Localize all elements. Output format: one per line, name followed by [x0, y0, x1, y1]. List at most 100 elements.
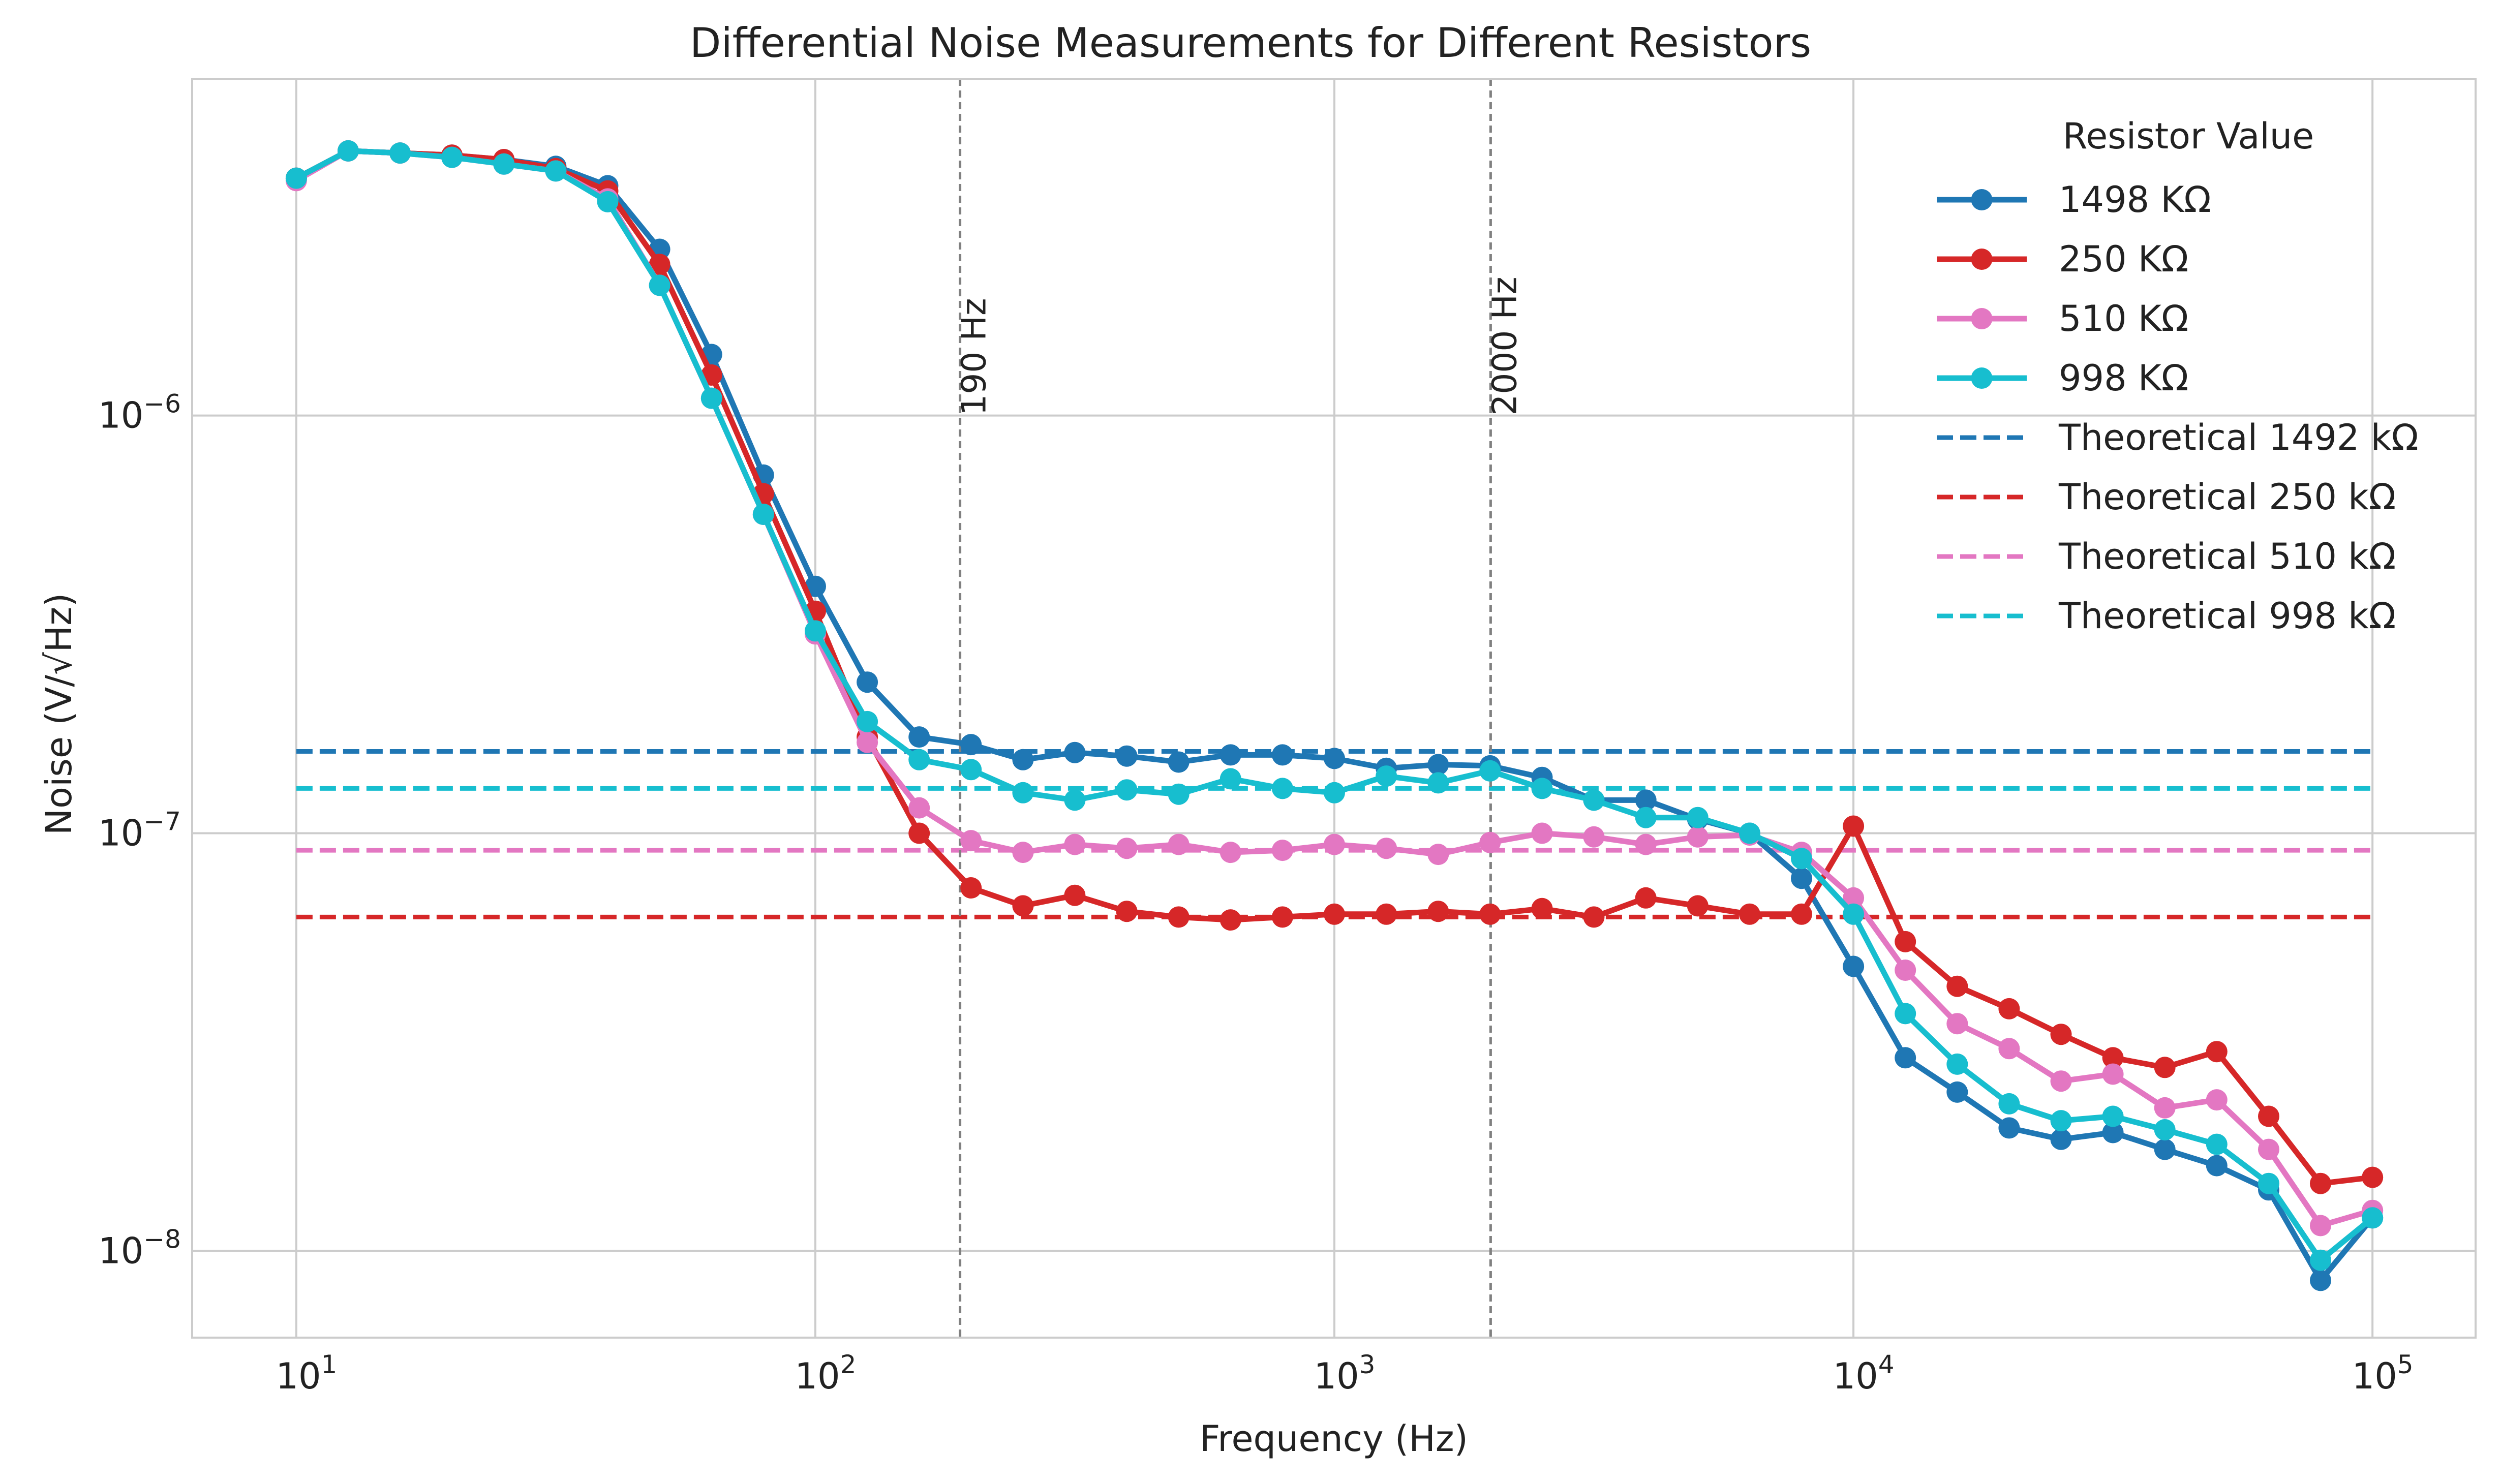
data-point [1064, 884, 1086, 906]
data-point [1895, 1047, 1916, 1069]
data-point [1324, 782, 1345, 803]
x-tick-label: 104 [1833, 1350, 1895, 1397]
data-point [1116, 779, 1138, 801]
x-tick-label-exponent: 5 [2397, 1350, 2414, 1379]
data-point [2102, 1047, 2124, 1069]
data-point [1843, 815, 1865, 837]
legend-entry: 998 KΩ [1937, 357, 2188, 399]
data-point [960, 759, 982, 781]
reference-lines: 190 Hz 2000 Hz [955, 79, 1524, 1338]
data-point [389, 142, 411, 164]
data-series [285, 140, 2384, 1291]
data-point [1271, 778, 1293, 799]
data-point [857, 731, 878, 753]
y-tick-label-exponent: −6 [143, 389, 181, 419]
data-point [2310, 1215, 2331, 1236]
x-tick-label: 103 [1314, 1350, 1376, 1397]
x-tick-label-exponent: 3 [1359, 1350, 1376, 1379]
data-point [1998, 1038, 2020, 1060]
legend-label: 250 KΩ [2059, 238, 2188, 280]
data-point [1324, 903, 1345, 925]
chart-title: Differential Noise Measurements for Diff… [690, 19, 1811, 67]
data-point [1219, 909, 1241, 931]
x-tick-label-base: 10 [795, 1355, 840, 1397]
data-point [1427, 754, 1449, 776]
legend-title: Resistor Value [2063, 115, 2314, 157]
y-tick-label: 10−6 [98, 389, 181, 437]
x-tick-label: 105 [2352, 1350, 2414, 1397]
data-point [338, 140, 359, 162]
reference-line-label: 190 Hz [955, 298, 994, 415]
data-point [1219, 842, 1241, 863]
data-point [700, 387, 722, 409]
data-point [1738, 822, 1760, 844]
legend: Resistor Value 1498 KΩ 250 KΩ 510 KΩ 998 KΩ T… [1937, 115, 2419, 637]
legend-label: Theoretical 1492 kΩ [2058, 417, 2419, 458]
x-axis-ticks: 101 102 103 104 105 [276, 1350, 2413, 1397]
legend-entry: 250 KΩ [1937, 238, 2188, 280]
data-point [1843, 887, 1865, 909]
data-point [752, 504, 774, 525]
y-tick-label-exponent: −7 [143, 807, 181, 836]
data-point [1012, 895, 1034, 917]
x-tick-label-exponent: 1 [321, 1350, 338, 1379]
data-point [908, 749, 930, 770]
data-point [2206, 1089, 2228, 1111]
data-point [1376, 765, 1397, 787]
data-point [1635, 833, 1657, 855]
data-point [1791, 903, 1812, 925]
y-tick-label: 10−7 [98, 807, 181, 854]
data-point [805, 575, 826, 597]
data-point [1376, 838, 1397, 859]
series-group [285, 140, 2384, 1271]
data-point [1012, 842, 1034, 863]
x-tick-label-exponent: 4 [1878, 1350, 1895, 1379]
data-point [1998, 1117, 2020, 1139]
legend-entry: Theoretical 250 kΩ [1937, 476, 2396, 518]
x-tick-label: 102 [795, 1350, 857, 1397]
data-point [960, 877, 982, 899]
data-point [1219, 744, 1241, 766]
data-point [2310, 1270, 2331, 1291]
data-point [1791, 848, 1812, 870]
data-point [2050, 1070, 2072, 1092]
data-point [805, 620, 826, 642]
data-point [1998, 1093, 2020, 1115]
legend-marker [1971, 367, 1993, 389]
data-point [1687, 826, 1709, 848]
data-point [649, 274, 670, 296]
data-point [2310, 1249, 2331, 1271]
data-point [1324, 833, 1345, 855]
data-point [2206, 1133, 2228, 1155]
data-point [1687, 895, 1709, 917]
legend-marker [1971, 308, 1993, 329]
legend-label: 1498 KΩ [2059, 179, 2211, 221]
data-point [1998, 998, 2020, 1019]
data-point [2050, 1128, 2072, 1150]
data-point [1376, 903, 1397, 925]
data-point [1791, 868, 1812, 889]
data-point [1738, 903, 1760, 925]
data-point [1219, 768, 1241, 790]
data-point [857, 671, 878, 693]
legend-entry: 1498 KΩ [1937, 179, 2211, 221]
data-point [1895, 960, 1916, 981]
x-tick-label-base: 10 [1833, 1355, 1878, 1397]
y-tick-label-base: 10 [98, 1230, 143, 1272]
data-point [2102, 1122, 2124, 1143]
data-point [2102, 1105, 2124, 1127]
legend-entry: Theoretical 1492 kΩ [1937, 417, 2419, 458]
y-axis-label: Noise (V/√Hz) [38, 593, 80, 836]
data-point [1946, 1081, 1968, 1103]
data-point [2258, 1172, 2279, 1194]
data-point [493, 153, 515, 175]
data-point [2258, 1105, 2279, 1127]
data-point [1583, 826, 1605, 848]
data-point [649, 254, 670, 275]
data-point [1635, 807, 1657, 828]
legend-label: 998 KΩ [2059, 357, 2188, 399]
data-point [1271, 840, 1293, 861]
x-tick-label-base: 10 [276, 1355, 321, 1397]
data-point [1635, 887, 1657, 909]
